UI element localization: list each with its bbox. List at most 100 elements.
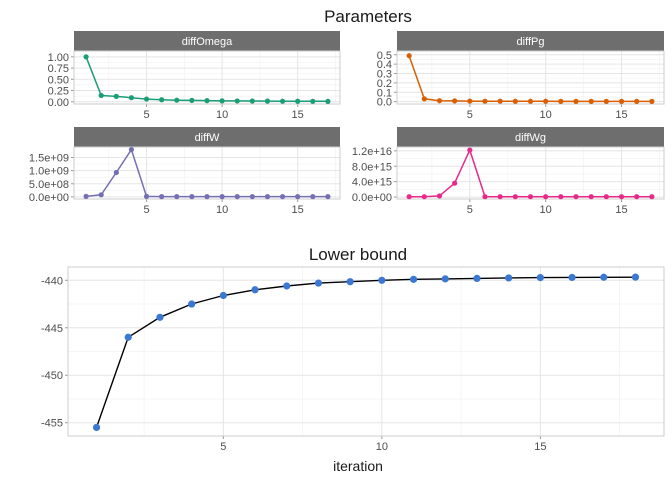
y-tick-label: 4.0e+15 [352, 177, 392, 189]
y-tick-label: -450 [41, 370, 63, 382]
y-tick-label: 8.0e+15 [352, 161, 392, 173]
y-tick-label: -440 [41, 275, 63, 287]
data-point [467, 98, 473, 104]
data-point [83, 193, 89, 199]
y-tick-label: 5.0e+08 [29, 179, 69, 191]
x-tick-label: 15 [615, 204, 627, 216]
data-point [204, 194, 210, 200]
data-point [573, 194, 579, 200]
series-line [86, 147, 328, 198]
panel-strip [74, 127, 340, 147]
data-point [295, 194, 301, 200]
data-point [543, 98, 549, 104]
data-point [618, 194, 625, 200]
data-point [92, 423, 101, 432]
y-tick-label: 0.25 [48, 86, 69, 98]
y-tick-label: 1.5e+09 [29, 153, 69, 165]
data-point [219, 291, 227, 300]
panel-frame [67, 266, 665, 437]
x-tick-label: 10 [216, 109, 228, 121]
data-point [482, 98, 488, 104]
data-point [143, 193, 150, 199]
data-point [436, 98, 443, 104]
data-point [264, 98, 271, 104]
data-point [649, 194, 655, 200]
data-point [279, 194, 286, 200]
panel-diffWg: diffWg 5 10 15 0.0e+00 4.0e+15 8.0e+15 1.2e+16 [352, 127, 665, 216]
data-point [452, 98, 458, 104]
panel-diffOmega: diffOmega 5 10 15 0.000.250.500.751.00 [48, 31, 341, 121]
data-point [98, 192, 104, 198]
panel-strip [397, 127, 664, 147]
series-line [95, 276, 636, 428]
y-tick-label: 0.75 [48, 63, 69, 75]
data-point [558, 98, 564, 104]
y-tick-label: 0.5 [377, 50, 392, 62]
data-point [295, 98, 301, 104]
y-tick-label: 0.0e+00 [352, 192, 392, 204]
data-point [568, 273, 576, 282]
y-tick-label: 0.50 [48, 74, 69, 86]
y-tick-label: 0.0 [377, 97, 392, 109]
panel-strip-label: diffPg [517, 36, 545, 48]
data-point [219, 194, 225, 200]
x-tick-label: 5 [143, 109, 149, 121]
data-point [98, 92, 104, 99]
data-point [588, 194, 594, 200]
data-point [143, 96, 150, 102]
data-point [279, 98, 286, 104]
x-tick-label: 15 [292, 109, 304, 121]
data-point [325, 98, 331, 104]
data-point [441, 275, 449, 283]
data-point [505, 274, 513, 282]
data-point [406, 53, 412, 59]
y-tick-label: 0.00 [48, 97, 69, 109]
data-point [634, 98, 640, 104]
y-tick-label: 1.2e+16 [352, 146, 392, 158]
data-point [482, 194, 488, 200]
x-tick-label: 5 [143, 204, 149, 216]
data-point [603, 194, 609, 200]
data-point [631, 273, 640, 281]
data-point [251, 286, 259, 294]
panel-diffW: diffW 5 10 15 0.0e+005.0e+081.0e+091.5e+09 [29, 127, 341, 216]
x-tick-label: 5 [220, 441, 226, 453]
parameters-title: Parameters [324, 7, 412, 26]
y-tick-label: 0.3 [377, 69, 392, 81]
data-point [512, 194, 518, 200]
panel-diffPg: diffPg 5 10 15 0.00.10.20.30.40.5 [377, 31, 665, 121]
y-tick-label: 0.2 [377, 78, 392, 90]
x-tick-label: 10 [376, 441, 388, 453]
x-axis-label: iteration [333, 458, 383, 474]
data-point [156, 313, 164, 321]
x-tick-label: 10 [540, 109, 552, 121]
data-point [527, 98, 534, 104]
data-point [128, 147, 135, 153]
y-tick-label: 0.4 [377, 59, 392, 71]
data-point [83, 54, 89, 60]
data-point [497, 98, 503, 104]
y-tick-label: -455 [41, 418, 63, 430]
data-point [588, 98, 594, 104]
data-point [128, 95, 135, 101]
data-point [406, 194, 412, 200]
data-point [378, 276, 386, 284]
y-tick-label: -445 [41, 323, 63, 335]
data-point [159, 194, 165, 200]
data-point [497, 194, 503, 200]
x-tick-label: 10 [216, 204, 228, 216]
x-tick-label: 15 [615, 109, 627, 121]
data-point [264, 194, 271, 200]
panel-strip-label: diffW [195, 132, 220, 144]
panel-lower-bound: 5 10 15 -455 -450 -445 -440 [41, 266, 665, 453]
data-point [174, 194, 180, 200]
data-point [573, 98, 579, 104]
panel-strip [74, 31, 340, 51]
data-point [649, 98, 655, 104]
data-point [536, 274, 544, 282]
data-point [219, 98, 225, 104]
panel-frame [396, 50, 665, 105]
y-tick-label: 0.1 [377, 87, 392, 99]
data-point [421, 96, 427, 102]
